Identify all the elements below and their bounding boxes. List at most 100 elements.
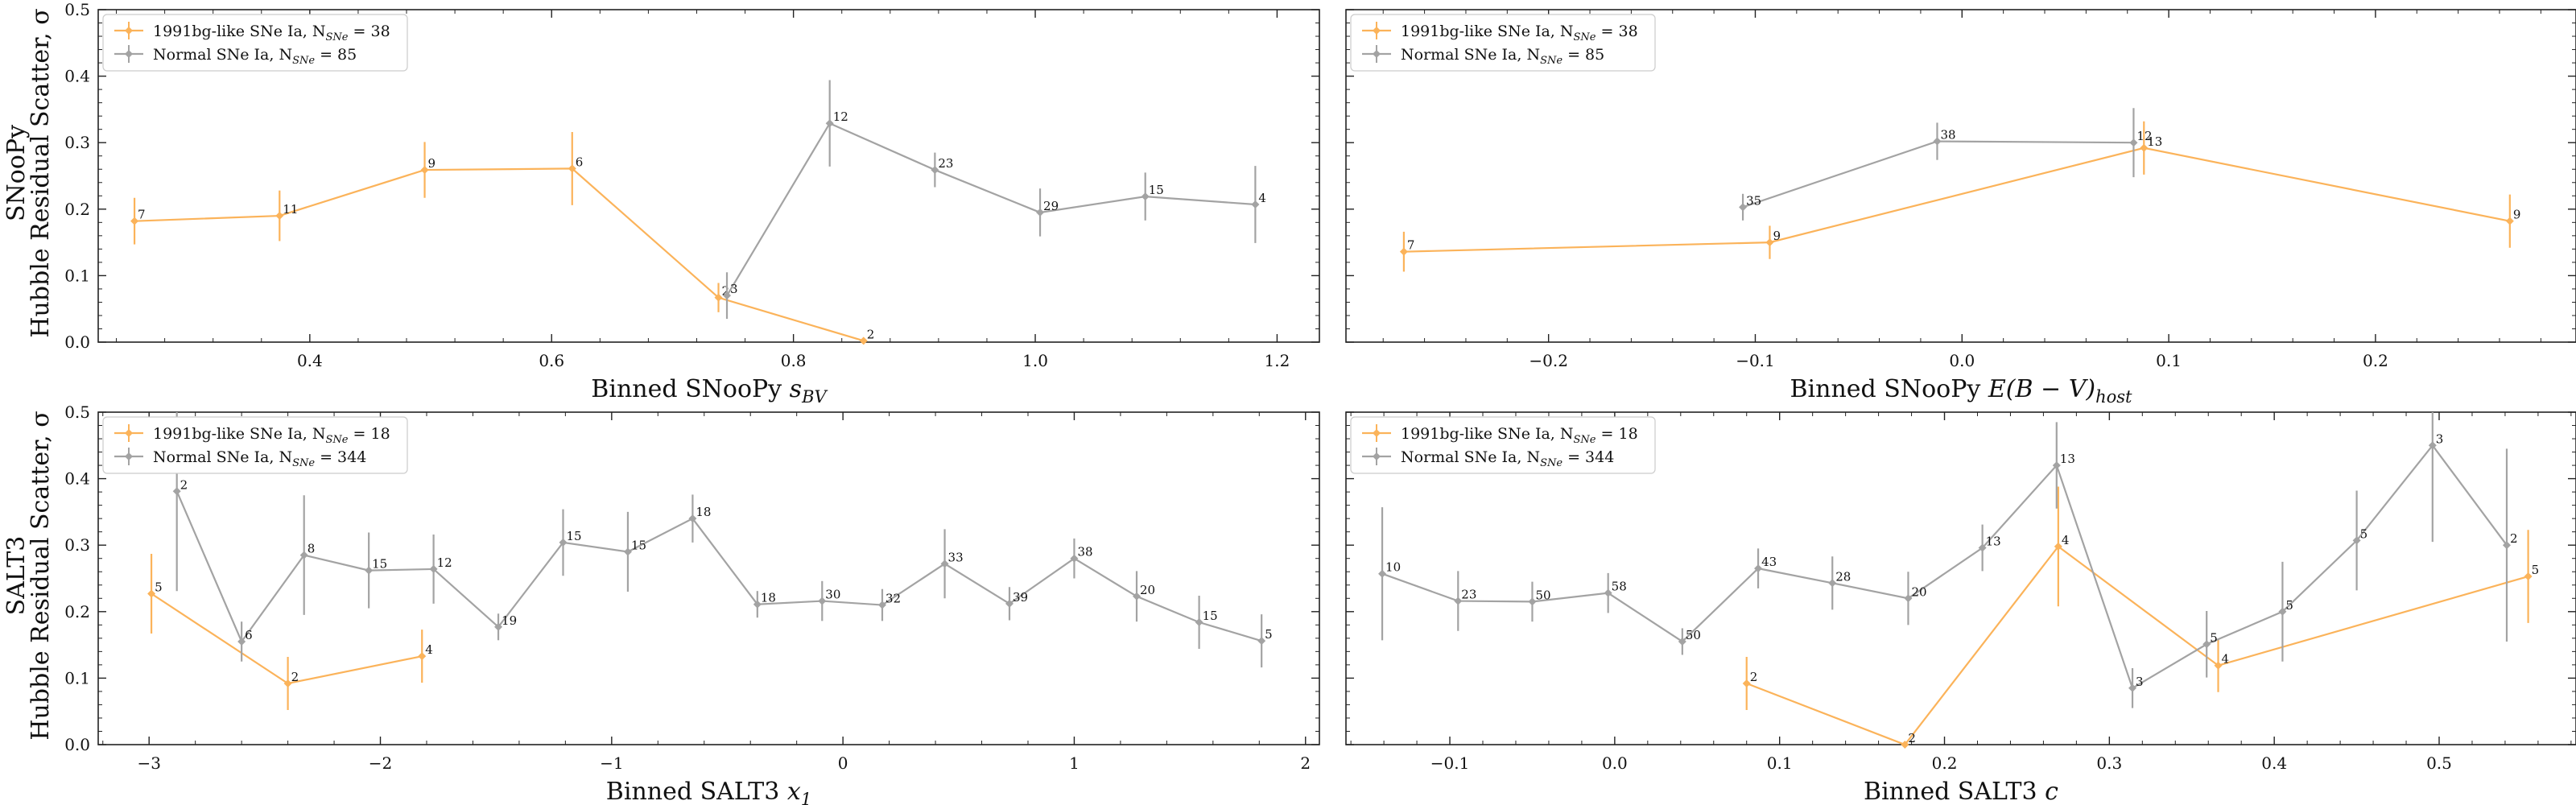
x-tick-label: 0.1 xyxy=(2156,351,2182,370)
data-point xyxy=(559,538,568,547)
legend-marker xyxy=(125,452,133,460)
point-count-label: 6 xyxy=(576,155,584,169)
point-count-label: 13 xyxy=(2147,134,2162,149)
data-point xyxy=(2202,640,2211,649)
point-count-label: 39 xyxy=(1013,590,1028,605)
data-point xyxy=(2352,536,2361,545)
point-count-label: 20 xyxy=(1140,583,1155,597)
series-line xyxy=(1742,140,2134,208)
x-tick-label: 1.2 xyxy=(1265,351,1290,370)
y-tick-label: 0.0 xyxy=(64,332,90,352)
point-count-label: 10 xyxy=(1385,560,1401,575)
point-count-label: 5 xyxy=(1265,627,1273,642)
x-tick-label: 2 xyxy=(1300,753,1311,773)
data-point xyxy=(723,291,732,300)
point-count-label: 50 xyxy=(1535,588,1550,602)
point-count-label: 5 xyxy=(155,580,163,594)
data-point xyxy=(275,212,284,221)
point-count-label: 13 xyxy=(2060,452,2075,466)
point-count-label: 5 xyxy=(2360,526,2368,541)
legend: 1991bg-like SNe Ia, NSNe = 38 Normal SNe … xyxy=(1350,14,1656,72)
point-count-label: 2 xyxy=(291,670,299,684)
data-point xyxy=(1005,599,1014,608)
point-count-label: 50 xyxy=(1686,628,1701,642)
data-point xyxy=(1604,588,1612,597)
data-point xyxy=(825,119,834,128)
y-tick-label: 0.4 xyxy=(64,67,90,86)
data-point xyxy=(1978,543,1987,552)
x-tick-label: 0.0 xyxy=(1949,351,1975,370)
point-count-label: 12 xyxy=(2136,129,2152,143)
point-count-label: 15 xyxy=(1203,609,1218,623)
series-line xyxy=(726,122,1256,296)
data-point xyxy=(172,487,181,496)
panel-salt3-c: −0.1 0.0 0.1 0.2 0.3 0.4 0.5 Binned SALT3 c 2 2 4 4… xyxy=(1345,411,2576,805)
point-count-label: 28 xyxy=(1835,569,1851,584)
x-tick-label: −2 xyxy=(369,753,392,773)
legend-box xyxy=(102,416,408,474)
legend-marker xyxy=(125,50,133,58)
legend-entry: Normal SNe Ia, NSNe = 344 xyxy=(1401,448,1614,469)
point-count-label: 9 xyxy=(2513,208,2521,222)
data-point xyxy=(1195,618,1203,627)
legend-marker xyxy=(1373,452,1381,460)
data-point xyxy=(2278,607,2287,616)
point-count-label: 12 xyxy=(437,555,452,570)
legend-entry: Normal SNe Ia, NSNe = 344 xyxy=(153,448,366,469)
data-point xyxy=(1257,637,1266,646)
point-count-label: 7 xyxy=(1407,238,1415,253)
point-count-label: 12 xyxy=(833,109,848,124)
x-tick-label: 0 xyxy=(838,753,848,773)
x-axis-label: Binned SNooPy E(B − V)host xyxy=(1790,375,2133,407)
point-count-label: 9 xyxy=(1773,229,1781,243)
series-normal: 10 23 50 58 50 43 28 20 13 13 3 5 5 5 3 2 xyxy=(1378,412,2518,708)
data-point xyxy=(1754,564,1763,573)
point-count-label: 4 xyxy=(425,642,433,657)
point-count-label: 8 xyxy=(308,542,316,556)
series-line xyxy=(134,167,865,342)
y-tick-label: 0.3 xyxy=(64,133,90,152)
legend-box xyxy=(102,14,408,72)
point-count-label: 11 xyxy=(283,202,298,217)
point-count-label: 5 xyxy=(2532,563,2540,577)
data-point xyxy=(420,166,429,175)
point-count-label: 2 xyxy=(2510,531,2518,546)
data-point xyxy=(1904,594,1913,603)
data-point xyxy=(753,600,762,609)
data-point xyxy=(1141,192,1150,201)
x-tick-label: −0.2 xyxy=(1529,351,1568,370)
point-count-label: 5 xyxy=(2210,630,2218,645)
x-tick-label: 0.4 xyxy=(297,351,323,370)
y-tick-label: 0.2 xyxy=(64,602,90,621)
series-line xyxy=(1746,545,2529,746)
legend-entry: 1991bg-like SNe Ia, NSNe = 18 xyxy=(153,425,390,446)
legend-entry: Normal SNe Ia, NSNe = 85 xyxy=(1401,46,1604,67)
point-count-label: 2 xyxy=(1908,731,1916,745)
point-count-label: 7 xyxy=(138,208,146,222)
point-count-label: 13 xyxy=(1986,535,2001,549)
data-point xyxy=(1036,208,1045,217)
point-count-label: 15 xyxy=(631,538,646,552)
y-tick-label: 0.5 xyxy=(64,0,90,19)
data-point xyxy=(931,166,939,175)
data-point xyxy=(859,336,868,345)
series-line xyxy=(151,592,423,685)
data-point xyxy=(877,601,886,609)
data-point xyxy=(2128,683,2137,692)
data-point xyxy=(1739,203,1748,212)
data-point xyxy=(2524,572,2533,581)
point-count-label: 38 xyxy=(1940,128,1955,142)
x-axis-label: Binned SALT3 c xyxy=(1864,778,2058,805)
x-tick-label: −0.1 xyxy=(1430,753,1470,773)
point-count-label: 15 xyxy=(566,529,581,543)
point-count-label: 4 xyxy=(2222,652,2230,667)
data-point xyxy=(147,589,156,598)
y-tick-label: 0.1 xyxy=(64,668,90,687)
point-count-label: 18 xyxy=(696,505,711,519)
data-point xyxy=(299,551,308,559)
x-tick-label: 0.2 xyxy=(1932,753,1958,773)
data-point xyxy=(623,547,632,556)
data-point xyxy=(429,564,438,573)
